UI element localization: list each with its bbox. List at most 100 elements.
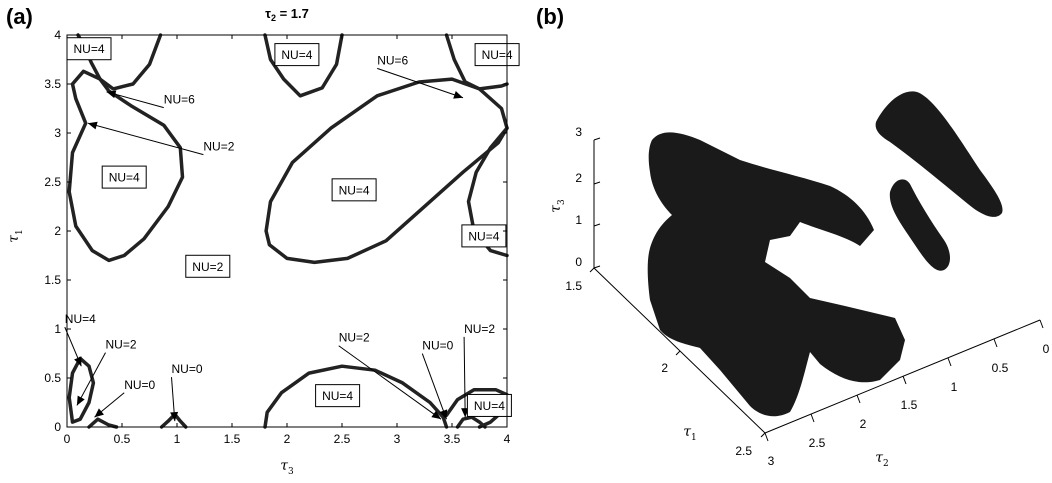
annotation-leader — [87, 122, 204, 156]
panel-b-y-tick-label: 2 — [860, 417, 867, 431]
annotation-label: NU=2 — [106, 338, 137, 352]
panel-b-y-tick-label: 3 — [768, 454, 775, 468]
panel-a-title: τ2 = 1.7 — [265, 6, 309, 23]
region-label-box — [185, 254, 231, 278]
region-label: NU=4 — [468, 229, 499, 243]
panel-b-x-axis — [593, 267, 766, 434]
region-label-box — [461, 224, 507, 248]
panel-b-z-axis-label: τ3 — [548, 199, 567, 213]
boundary-curve — [444, 388, 509, 429]
panel-b-z-tick-label: 3 — [575, 125, 582, 139]
boundary-curve — [87, 417, 119, 429]
annotation-arrowhead — [87, 121, 98, 130]
x-tick-label: 1.5 — [224, 432, 241, 446]
annotation-label: NU=4 — [65, 312, 96, 326]
annotation-arrowhead — [94, 408, 104, 418]
y-tick-label: 1.5 — [44, 273, 61, 287]
annotation-leader — [106, 91, 164, 109]
x-tick-label: 3.5 — [444, 432, 461, 446]
region-label: NU=4 — [482, 48, 513, 62]
annotation-label: NU=6 — [164, 93, 195, 107]
annotation-arrowhead — [170, 411, 179, 422]
panel-b-small-ellipse — [889, 179, 950, 271]
annotation-leader — [76, 352, 106, 406]
annotation-label: NU=2 — [339, 331, 370, 345]
x-tick-label: 0.5 — [114, 432, 131, 446]
panel-b-main-mass — [647, 132, 905, 417]
annotation-arrowhead — [106, 90, 117, 99]
boundary-curve — [455, 415, 487, 429]
panel-b-x-axis-label: τ1 — [683, 424, 696, 443]
region-label: NU=4 — [339, 183, 370, 197]
panel-b-right-ellipse — [875, 91, 1003, 217]
boundary-curve — [67, 69, 185, 263]
panel-a-annotations: NU=6 NU=2 NU=6 NU=4 NU=2 NU=0 NU=0 NU=2 NU=0 NU=2 — [64, 53, 495, 422]
annotation-leader — [463, 336, 466, 418]
annotation-leader — [338, 345, 442, 420]
y-tick-label: 3 — [54, 126, 61, 140]
panel-b-y-tick-label: 1.5 — [901, 398, 918, 412]
panel-b-x-tick-label: 2.5 — [735, 444, 752, 458]
panel-b-x-ticks: 1.5 2 2.5 — [565, 267, 766, 458]
annotation-label: NU=2 — [203, 140, 234, 154]
panel-b-y-ticks: 0 0.5 1 1.5 2 2.5 3 — [764, 319, 1050, 468]
annotation-label: NU=2 — [464, 322, 495, 336]
panel-a-x-ticks: 0 0.5 1 1.5 2 2.5 3 3.5 4 — [64, 35, 511, 446]
annotation-arrowhead — [431, 410, 441, 420]
annotation-leader — [421, 353, 447, 420]
panel-a-y-ticks: 0 0.5 1 1.5 2 2.5 3 3.5 4 — [44, 28, 507, 434]
annotation-arrowhead — [76, 395, 85, 406]
panel-b-y-tick-label: 0 — [1043, 342, 1050, 356]
x-tick-label: 3 — [394, 432, 401, 446]
y-tick-label: 1 — [54, 322, 61, 336]
region-label-box — [474, 43, 520, 67]
y-tick-label: 0 — [54, 420, 61, 434]
region-label: NU=4 — [73, 42, 104, 56]
boundary-curve — [67, 356, 96, 424]
panel-b-label: (b) — [536, 4, 564, 29]
annotation-label: NU=6 — [377, 53, 408, 67]
region-label-box — [315, 384, 361, 408]
panel-b-z-tick-label: 1 — [575, 213, 582, 227]
panel-b-x-tick-label: 2 — [661, 361, 668, 375]
region-label: NU=4 — [109, 171, 140, 185]
boundary-curve — [444, 33, 509, 91]
panel-b-z-tick-label: 2 — [575, 171, 582, 185]
annotation-arrowhead — [439, 409, 448, 420]
region-label: NU=4 — [474, 399, 505, 413]
panel-b-y-axis-label: τ2 — [875, 450, 888, 469]
region-label-box — [331, 178, 377, 202]
panel-b-chart: 0 1 2 3 1.5 2 2.5 0 0.5 1 1.5 2 — [548, 91, 1050, 469]
annotation-label: NU=0 — [422, 339, 453, 353]
annotation-leader — [377, 67, 464, 99]
panel-b-z-tick-label: 0 — [575, 255, 582, 269]
region-label: NU=2 — [192, 260, 223, 274]
y-tick-label: 4 — [54, 28, 61, 42]
y-tick-label: 2.5 — [44, 175, 61, 189]
annotation-label: NU=0 — [124, 378, 155, 392]
region-label: NU=4 — [322, 389, 353, 403]
y-tick-label: 0.5 — [44, 371, 61, 385]
panel-a-curves — [67, 33, 509, 429]
boundary-curve — [466, 126, 509, 258]
x-tick-label: 4 — [504, 432, 511, 446]
panel-b-upper-band — [770, 181, 868, 240]
x-tick-label: 1 — [174, 432, 181, 446]
panel-a-chart: τ2 = 1.7 NU=6NU=2NU=6NU=4NU=2NU=0NU=0NU=… — [6, 6, 520, 477]
boundary-curve — [263, 364, 449, 429]
y-tick-label: 2 — [54, 224, 61, 238]
x-tick-label: 0 — [64, 432, 71, 446]
panel-a-region-labels: NU=4 NU=4 NU=4 NU=4 NU=4 NU=4 NU=2 NU=4 NU=4 — [66, 37, 520, 417]
panel-b-y-tick-label: 1 — [951, 380, 958, 394]
region-label-box — [274, 43, 320, 67]
boundary-curve — [263, 33, 344, 98]
region-label-box — [101, 165, 147, 189]
y-tick-label: 3.5 — [44, 77, 61, 91]
panel-a-label: (a) — [6, 4, 33, 29]
panel-b-y-tick-label: 2.5 — [809, 436, 826, 450]
panel-a-x-axis-label: τ3 — [280, 458, 294, 477]
panel-a-plot-frame — [66, 34, 508, 428]
x-tick-label: 2.5 — [334, 432, 351, 446]
panel-b-x-tick-label: 1.5 — [565, 279, 582, 293]
